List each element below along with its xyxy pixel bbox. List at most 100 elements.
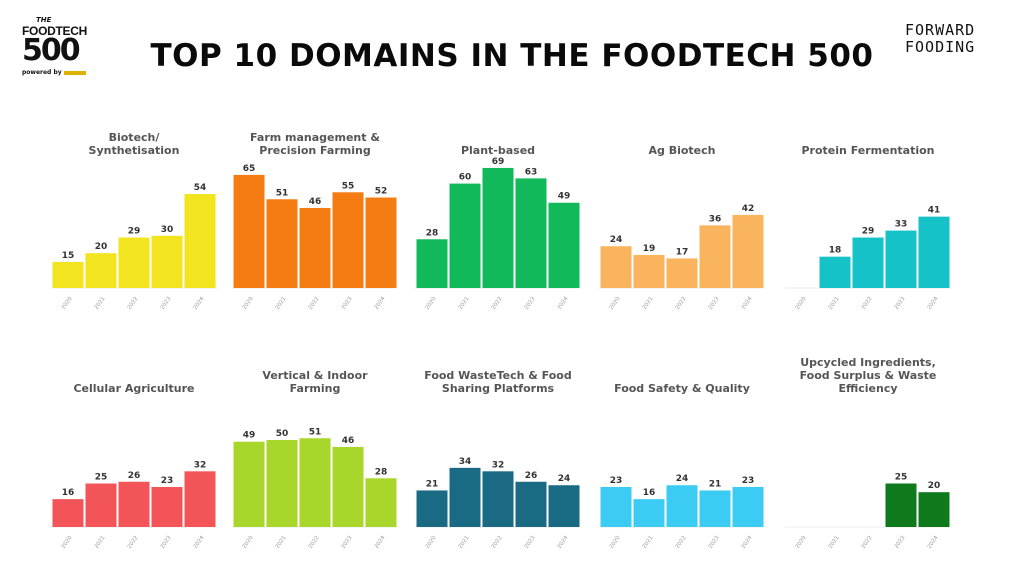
- bar-2021: [819, 256, 851, 288]
- chart-8: Food WasteTech & Food Sharing Platforms 21…: [414, 369, 582, 550]
- tick-label: 2024: [374, 296, 387, 311]
- data-label: 49: [558, 192, 571, 202]
- data-label: 51: [276, 188, 289, 198]
- bar-2023: [332, 192, 364, 288]
- data-label: 18: [829, 246, 842, 256]
- tick-label: 2023: [341, 296, 354, 311]
- chart-title: Protein Fermentation: [802, 144, 935, 157]
- bar-2021: [85, 483, 117, 527]
- bar-2021: [449, 183, 481, 288]
- bar-2020: [416, 490, 448, 527]
- bar-2020: [600, 246, 632, 288]
- bar-2020: [416, 239, 448, 288]
- tick-label: 2024: [557, 535, 570, 550]
- bar-2020: [233, 441, 265, 527]
- bar-2021: [449, 467, 481, 527]
- tick-label: 2024: [927, 296, 940, 311]
- bar-2022: [299, 438, 331, 527]
- tick-label: 2023: [160, 296, 173, 311]
- chart-title: Food WasteTech & Food Sharing Platforms: [424, 369, 571, 395]
- chart-title: Farm management & Precision Farming: [250, 131, 380, 157]
- chart-7: Vertical & Indoor Farming 49 2020 50 2021 51 20…: [231, 369, 399, 550]
- data-label: 25: [895, 473, 908, 483]
- data-label: 32: [492, 460, 505, 470]
- bar-2021: [85, 253, 117, 288]
- bar-2022: [482, 471, 514, 527]
- tick-label: 2021: [642, 296, 655, 311]
- data-label: 60: [459, 173, 472, 183]
- logo-foodtech-text: FOODTECH: [22, 24, 87, 38]
- data-label: 26: [525, 471, 538, 481]
- data-label: 24: [558, 474, 571, 484]
- tick-label: 2020: [425, 296, 438, 311]
- data-label: 17: [676, 247, 689, 257]
- bar-2023: [699, 225, 731, 288]
- logo-powered-by-text: powered by: [22, 69, 62, 76]
- tick-label: 2023: [524, 535, 537, 550]
- bar-2024: [918, 492, 950, 527]
- tick-label: 2020: [609, 535, 622, 550]
- data-label: 46: [342, 436, 355, 446]
- data-label: 26: [128, 471, 141, 481]
- data-label: 24: [676, 474, 689, 484]
- chart-title: Cellular Agriculture: [73, 382, 194, 395]
- bar-2024: [732, 214, 764, 288]
- tick-label: 2024: [193, 535, 206, 550]
- bar-2024: [548, 202, 580, 288]
- bar-2024: [184, 194, 216, 288]
- tick-label: 2022: [308, 535, 321, 550]
- powered-by-brand-mark: [63, 70, 86, 75]
- bar-2022: [118, 481, 150, 527]
- tick-label: 2022: [675, 296, 688, 311]
- bar-2024: [184, 471, 216, 527]
- forward-fooding-logo: FORWARD FOODING: [905, 22, 1015, 56]
- data-label: 55: [342, 181, 355, 191]
- tick-label: 2020: [242, 296, 255, 311]
- bar-2021: [266, 199, 298, 288]
- tick-label: 2021: [828, 535, 841, 550]
- tick-label: 2024: [193, 296, 206, 311]
- data-label: 50: [276, 429, 289, 439]
- bar-2023: [151, 486, 183, 527]
- tick-label: 2024: [741, 535, 754, 550]
- tick-label: 2022: [127, 535, 140, 550]
- tick-label: 2022: [491, 296, 504, 311]
- data-label: 51: [309, 427, 322, 437]
- data-label: 20: [928, 481, 941, 491]
- bar-2022: [118, 237, 150, 288]
- data-label: 29: [862, 227, 875, 237]
- chart-4: Ag Biotech 24 2020 19 2021 17 2022 36 2023 42 2024: [598, 144, 766, 311]
- bar-2021: [266, 440, 298, 527]
- tick-label: 2021: [642, 535, 655, 550]
- tick-label: 2021: [94, 296, 107, 311]
- bar-2023: [885, 483, 917, 527]
- data-label: 21: [426, 479, 439, 489]
- chart-6: Cellular Agriculture 16 2020 25 2021 26 2022 23…: [50, 382, 218, 550]
- data-label: 21: [709, 479, 722, 489]
- data-label: 20: [95, 242, 108, 252]
- chart-10: Upcycled Ingredients, Food Surplus & Wast…: [784, 356, 952, 550]
- tick-label: 2023: [341, 535, 354, 550]
- tick-label: 2023: [160, 535, 173, 550]
- bar-2024: [365, 478, 397, 527]
- bar-2020: [233, 174, 265, 288]
- tick-label: 2021: [275, 296, 288, 311]
- tick-label: 2024: [557, 296, 570, 311]
- data-label: 34: [459, 457, 472, 467]
- data-label: 23: [742, 476, 755, 486]
- logo-powered-by: powered by: [22, 69, 86, 76]
- tick-label: 2020: [795, 535, 808, 550]
- data-label: 69: [492, 157, 505, 167]
- bar-2021: [633, 499, 665, 527]
- foodtech-500-logo: THE FOODTECH 500 powered by: [22, 16, 92, 78]
- tick-label: 2024: [374, 535, 387, 550]
- bar-2020: [600, 486, 632, 527]
- data-label: 24: [610, 235, 623, 245]
- logo-500-text: 500: [22, 33, 81, 68]
- chart-title: Vertical & Indoor Farming: [262, 369, 368, 395]
- bar-2023: [332, 446, 364, 527]
- bar-2022: [852, 237, 884, 288]
- tick-label: 2020: [61, 296, 74, 311]
- bar-2024: [918, 216, 950, 288]
